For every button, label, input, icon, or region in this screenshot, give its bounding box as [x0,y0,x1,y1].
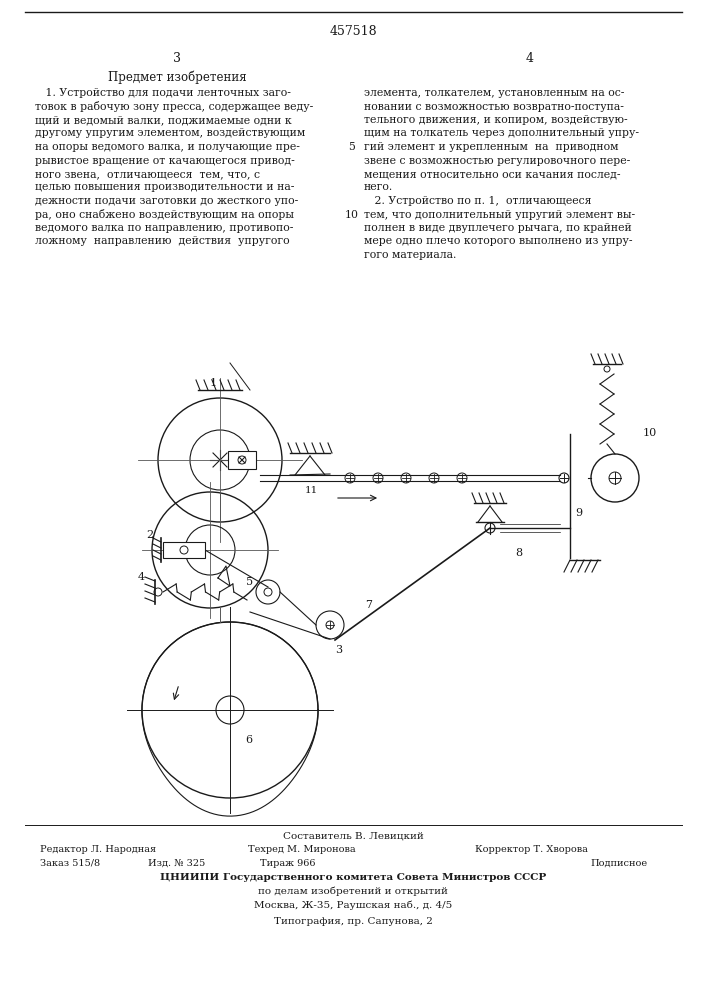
Text: Тираж 966: Тираж 966 [260,859,315,868]
Text: Изд. № 325: Изд. № 325 [148,859,205,868]
Text: щим на толкатель через дополнительный упру-: щим на толкатель через дополнительный уп… [364,128,639,138]
Text: 7: 7 [365,600,372,610]
Text: мере одно плечо которого выполнено из упру-: мере одно плечо которого выполнено из уп… [364,236,633,246]
Text: 8: 8 [515,548,522,558]
Text: Техред М. Миронова: Техред М. Миронова [248,845,356,854]
Text: гого материала.: гого материала. [364,250,457,260]
Text: 3: 3 [335,645,342,655]
Circle shape [180,546,188,554]
Text: ного звена,  отличающееся  тем, что, с: ного звена, отличающееся тем, что, с [35,169,260,179]
Text: Предмет изобретения: Предмет изобретения [107,70,246,84]
Text: 4: 4 [526,52,534,65]
Text: него.: него. [364,182,393,192]
Text: по делам изобретений и открытий: по делам изобретений и открытий [258,887,448,896]
Text: 2: 2 [146,530,153,540]
Bar [163,542,205,558]
Text: тем, что дополнительный упругий элемент вы-: тем, что дополнительный упругий элемент … [364,210,635,220]
Text: ведомого валка по направлению, противопо-: ведомого валка по направлению, противопо… [35,223,293,233]
Text: Заказ 515/8: Заказ 515/8 [40,859,100,868]
Text: рывистое вращение от качающегося привод-: рывистое вращение от качающегося привод- [35,155,295,165]
Bar [228,451,256,469]
Text: товок в рабочую зону пресса, содержащее веду-: товок в рабочую зону пресса, содержащее … [35,102,313,112]
Text: тельного движения, и копиром, воздействую-: тельного движения, и копиром, воздейству… [364,115,628,125]
Text: 5: 5 [246,577,253,587]
Text: элемента, толкателем, установленным на ос-: элемента, толкателем, установленным на о… [364,88,624,98]
Text: 3: 3 [173,52,181,65]
Text: Москва, Ж-35, Раушская наб., д. 4/5: Москва, Ж-35, Раушская наб., д. 4/5 [254,901,452,910]
Text: 9: 9 [575,508,582,518]
Text: Корректор Т. Хворова: Корректор Т. Хворова [475,845,588,854]
Text: 1. Устройство для подачи ленточных заго-: 1. Устройство для подачи ленточных заго- [35,88,291,98]
Text: 11: 11 [305,486,318,495]
Text: 457518: 457518 [329,25,377,38]
Text: щий и ведомый валки, поджимаемые одни к: щий и ведомый валки, поджимаемые одни к [35,115,292,125]
Text: 1: 1 [210,378,217,388]
Circle shape [238,456,246,464]
Text: гий элемент и укрепленным  на  приводном: гий элемент и укрепленным на приводном [364,142,619,152]
Text: другому упругим элементом, воздействующим: другому упругим элементом, воздействующи… [35,128,305,138]
Text: Составитель В. Левицкий: Составитель В. Левицкий [283,831,423,840]
Text: ложному  направлению  действия  упругого: ложному направлению действия упругого [35,236,290,246]
Text: звене с возможностью регулировочного пере-: звене с возможностью регулировочного пер… [364,155,630,165]
Text: Редактор Л. Народная: Редактор Л. Народная [40,845,156,854]
Text: мещения относительно оси качания послед-: мещения относительно оси качания послед- [364,169,621,179]
Text: 5: 5 [349,142,356,152]
Text: целью повышения производительности и на-: целью повышения производительности и на- [35,182,294,192]
Text: Типография, пр. Сапунова, 2: Типография, пр. Сапунова, 2 [274,917,433,926]
Text: ЦНИИПИ Государственного комитета Совета Министров СССР: ЦНИИПИ Государственного комитета Совета … [160,873,546,882]
Text: новании с возможностью возвратно-поступа-: новании с возможностью возвратно-поступа… [364,102,624,111]
Text: 10: 10 [643,428,658,438]
Text: 10: 10 [345,210,359,220]
Text: Подписное: Подписное [590,859,647,868]
Text: на опоры ведомого валка, и получающие пре-: на опоры ведомого валка, и получающие пр… [35,142,300,152]
Text: 2. Устройство по п. 1,  отличающееся: 2. Устройство по п. 1, отличающееся [364,196,592,206]
Text: дежности подачи заготовки до жесткого упо-: дежности подачи заготовки до жесткого уп… [35,196,298,206]
Text: 4: 4 [138,572,145,582]
Text: 6: 6 [245,735,252,745]
Text: полнен в виде двуплечего рычага, по крайней: полнен в виде двуплечего рычага, по край… [364,223,632,233]
Text: ра, оно снабжено воздействующим на опоры: ра, оно снабжено воздействующим на опоры [35,210,294,221]
